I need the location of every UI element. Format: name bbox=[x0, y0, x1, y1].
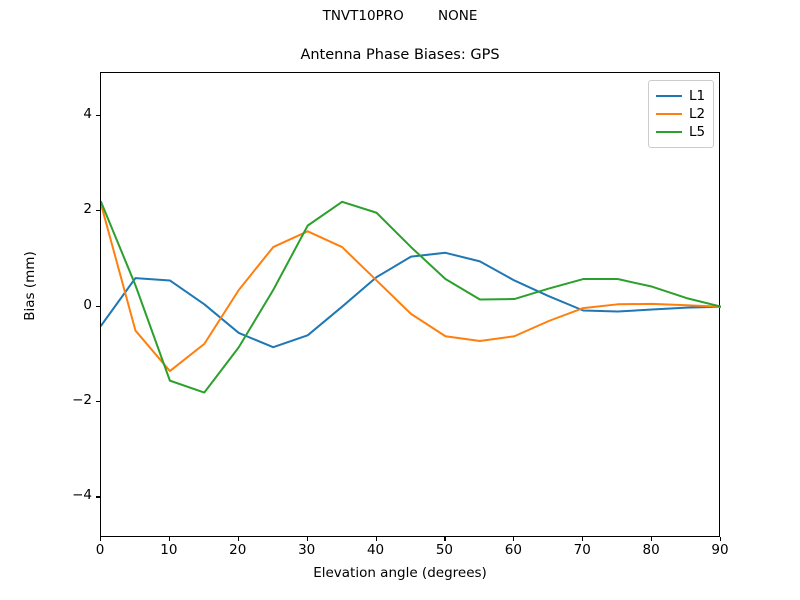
x-tick-label: 70 bbox=[573, 542, 591, 558]
x-tick-label: 20 bbox=[229, 542, 247, 558]
legend-label: L2 bbox=[689, 106, 706, 122]
plot-area bbox=[100, 72, 721, 537]
x-tick-label: 0 bbox=[95, 542, 105, 558]
x-tick-label: 80 bbox=[642, 542, 660, 558]
x-tick-mark bbox=[168, 537, 170, 541]
legend-label: L1 bbox=[689, 88, 706, 104]
x-tick-label: 30 bbox=[298, 542, 316, 558]
x-axis-label: Elevation angle (degrees) bbox=[313, 565, 487, 581]
x-tick-label: 10 bbox=[160, 542, 178, 558]
y-tick-mark bbox=[96, 114, 100, 117]
series-line-l1 bbox=[101, 251, 721, 349]
y-tick-mark bbox=[96, 305, 100, 307]
x-tick-label: 50 bbox=[435, 542, 454, 558]
legend-item-l2[interactable]: L2 bbox=[656, 105, 705, 123]
y-tick-mark bbox=[96, 401, 100, 403]
legend-swatch-l1-icon bbox=[656, 95, 682, 97]
y-tick-labels: 4 2 0 −2 −4 bbox=[48, 72, 92, 537]
y-tick-label: 4 bbox=[83, 105, 92, 122]
x-tick-label: 40 bbox=[366, 542, 385, 558]
legend[interactable]: L1 L2 L5 bbox=[648, 80, 715, 148]
x-tick-mark bbox=[237, 537, 239, 541]
legend-item-l1[interactable]: L1 bbox=[656, 87, 705, 105]
y-tick-label: −2 bbox=[72, 392, 92, 409]
legend-swatch-l2-icon bbox=[656, 113, 682, 115]
x-tick-mark bbox=[513, 537, 515, 541]
y-tick-mark bbox=[96, 210, 100, 212]
y-tick-label: −4 bbox=[72, 487, 92, 504]
legend-label: L5 bbox=[689, 124, 706, 140]
y-tick-label: 0 bbox=[83, 296, 92, 313]
figure-suptitle: TNVT10PRO NONE bbox=[322, 8, 478, 24]
x-tick-mark bbox=[720, 537, 722, 541]
y-axis-label: Bias (mm) bbox=[22, 251, 38, 321]
x-tick-label: 90 bbox=[711, 542, 729, 558]
x-tick-mark bbox=[651, 537, 653, 541]
series-line-l5 bbox=[101, 200, 721, 394]
series-line-l2 bbox=[101, 203, 721, 373]
x-tick-label: 60 bbox=[504, 542, 522, 558]
x-tick-mark bbox=[375, 537, 377, 541]
x-tick-mark bbox=[100, 537, 102, 541]
x-tick-mark bbox=[582, 537, 584, 541]
x-tick-labels: 0 10 20 30 40 50 60 70 80 90 bbox=[96, 542, 729, 563]
chart-title: Antenna Phase Biases: GPS bbox=[300, 47, 500, 63]
y-tick-mark bbox=[96, 496, 100, 498]
legend-item-l5[interactable]: L5 bbox=[656, 123, 705, 141]
series-canvas bbox=[101, 200, 721, 394]
legend-swatch-l5-icon bbox=[656, 131, 682, 133]
x-tick-mark bbox=[306, 537, 308, 541]
x-tick-mark bbox=[444, 537, 446, 541]
y-tick-label: 2 bbox=[83, 201, 92, 218]
